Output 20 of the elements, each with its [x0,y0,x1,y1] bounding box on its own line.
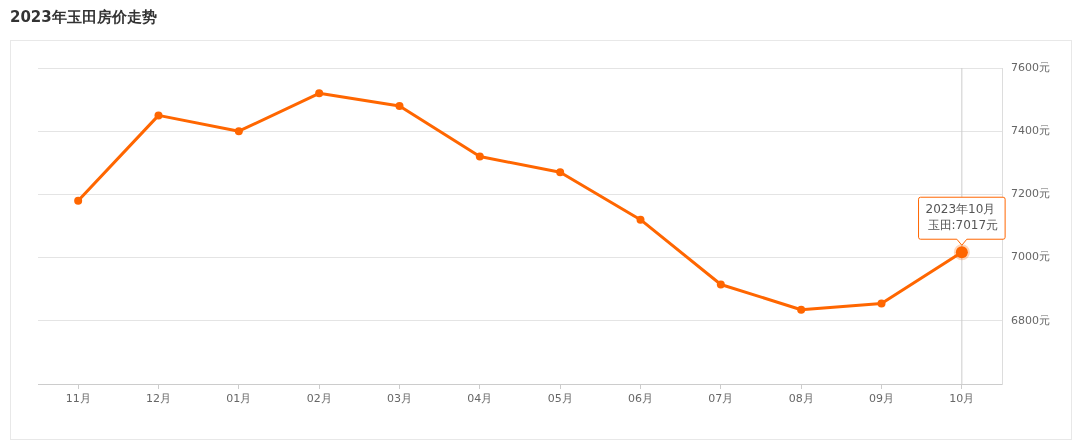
x-tick-label: 02月 [306,392,332,406]
x-tick-label: 10月 [949,392,975,406]
x-tick-label: 07月 [708,392,734,406]
annotation: 2023年10月 [925,202,996,217]
x-tick-label: 12月 [146,392,171,406]
x-tick-label: 06月 [628,392,653,406]
x-tick-label: 09月 [869,392,894,406]
y-tick-label: 6800元 [1011,313,1050,327]
y-tick-label: 7400元 [1011,124,1050,138]
x-tick-label: 08月 [788,392,814,406]
chart-title: 2023年玉田房价走势 [10,8,157,27]
x-tick-label: 11月 [65,392,91,406]
x-tick-label: 01月 [226,392,252,406]
y-tick-label: 7600元 [1011,60,1050,74]
x-tick-label: 05月 [547,392,573,406]
y-tick-label: 7200元 [1011,187,1050,201]
annotation: 玉田:7017元 [927,218,999,233]
x-tick-label: 03月 [387,392,412,406]
y-tick-label: 7000元 [1011,250,1050,264]
x-tick-label: 04月 [467,392,493,406]
